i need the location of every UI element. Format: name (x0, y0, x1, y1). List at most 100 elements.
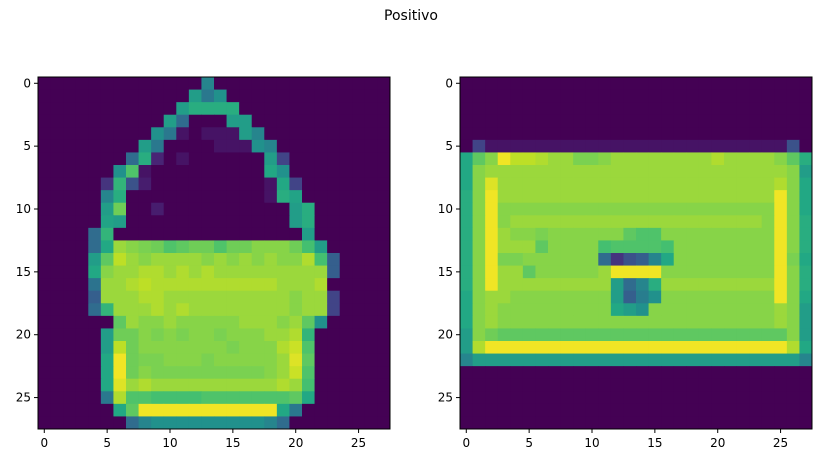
heatmap-cell (460, 77, 473, 90)
heatmap-cell (711, 202, 725, 216)
heatmap-cell (239, 89, 253, 103)
heatmap-cell (573, 152, 587, 166)
heatmap-cell (799, 102, 813, 116)
heatmap-cell (126, 139, 139, 153)
heatmap-cell (239, 165, 253, 178)
heatmap-cell (472, 114, 486, 128)
heatmap-cell (201, 139, 215, 153)
heatmap-cell (673, 77, 687, 90)
heatmap-cell (276, 315, 290, 329)
heatmap-cell (485, 127, 499, 141)
heatmap-cell (226, 215, 240, 229)
heatmap-cell (364, 328, 378, 342)
heatmap-cell (264, 328, 278, 342)
heatmap-cell (188, 152, 202, 166)
heatmap-cell (623, 190, 637, 204)
heatmap-cell (138, 202, 152, 216)
heatmap-cell (264, 215, 278, 229)
heatmap-cell (100, 139, 114, 153)
heatmap-cell (377, 303, 391, 317)
heatmap-cell (339, 152, 353, 166)
heatmap-cell (698, 152, 712, 166)
heatmap-cell (251, 378, 265, 392)
heatmap-cell (724, 102, 737, 116)
heatmap-cell (276, 328, 290, 342)
heatmap-cell (239, 152, 253, 166)
heatmap-cell (485, 391, 499, 405)
heatmap-cell (648, 240, 662, 254)
heatmap-cell (636, 152, 649, 166)
heatmap-cell (339, 253, 353, 266)
heatmap-cell (352, 77, 366, 90)
heatmap-cell (302, 265, 315, 279)
heatmap-cell (472, 278, 486, 292)
heatmap-cell (50, 303, 64, 317)
heatmap-cell (472, 353, 486, 367)
heatmap-cell (749, 253, 763, 266)
heatmap-cell (163, 403, 177, 417)
heatmap-cell (648, 253, 662, 266)
heatmap-cell (761, 391, 775, 405)
heatmap-cell (352, 391, 366, 405)
heatmap-cell (598, 416, 612, 430)
heatmap-cell (673, 190, 687, 204)
heatmap-cell (151, 403, 165, 417)
heatmap-cell (497, 416, 511, 430)
heatmap-cell (598, 165, 612, 178)
heatmap-cell (100, 328, 114, 342)
heatmap-cell (327, 315, 341, 329)
heatmap-cell (548, 253, 561, 266)
heatmap-cell (774, 303, 788, 317)
heatmap-cell (126, 416, 139, 430)
heatmap-cell (151, 265, 165, 279)
heatmap-cell (786, 290, 800, 304)
heatmap-cell (661, 77, 675, 90)
heatmap-cell (799, 114, 813, 128)
heatmap-cell (226, 403, 240, 417)
heatmap-cell (289, 265, 303, 279)
heatmap-cell (724, 114, 737, 128)
heatmap-cell (289, 89, 303, 103)
heatmap-cell (188, 127, 202, 141)
heatmap-cell (302, 341, 315, 354)
heatmap-cell (339, 102, 353, 116)
heatmap-cell (774, 127, 788, 141)
heatmap-cell (188, 290, 202, 304)
heatmap-cell (226, 127, 240, 141)
heatmap-cell (761, 227, 775, 241)
heatmap-cell (163, 315, 177, 329)
heatmap-cell (724, 391, 737, 405)
heatmap-cell (302, 215, 315, 229)
heatmap-cell (264, 190, 278, 204)
heatmap-cell (113, 278, 127, 292)
heatmap-cell (535, 139, 549, 153)
heatmap-cell (176, 89, 190, 103)
heatmap-cell (364, 378, 378, 392)
heatmap-cell (749, 127, 763, 141)
heatmap-cell (214, 177, 227, 191)
heatmap-cell (75, 416, 89, 430)
heatmap-cell (736, 315, 750, 329)
heatmap-cell (50, 278, 64, 292)
heatmap-cell (188, 177, 202, 191)
heatmap-cell (698, 303, 712, 317)
y-tick-label: 15 (16, 265, 31, 279)
heatmap-cell (711, 403, 725, 417)
heatmap-cell (201, 391, 215, 405)
heatmap-cell (126, 315, 139, 329)
heatmap-cell (201, 416, 215, 430)
heatmap-cell (38, 403, 51, 417)
heatmap-cell (724, 416, 737, 430)
heatmap-cell (560, 366, 574, 380)
y-tick-label: 0 (23, 76, 31, 90)
heatmap-cell (126, 202, 139, 216)
heatmap-cell (736, 165, 750, 178)
heatmap-cell (100, 366, 114, 380)
heatmap-cell (38, 202, 51, 216)
heatmap-cell (774, 378, 788, 392)
heatmap-cell (548, 165, 561, 178)
heatmap-cell (497, 265, 511, 279)
heatmap-cell (774, 278, 788, 292)
heatmap-cell (289, 366, 303, 380)
heatmap-cell (711, 227, 725, 241)
